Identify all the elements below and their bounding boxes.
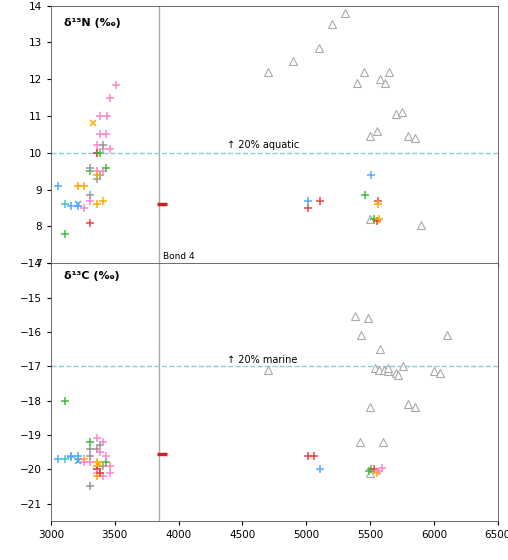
Text: Bond 4: Bond 4: [163, 253, 195, 262]
Text: δ¹³C (‰): δ¹³C (‰): [64, 271, 120, 281]
Text: δ¹⁵N (‰): δ¹⁵N (‰): [64, 18, 121, 29]
Text: ↑ 20% aquatic: ↑ 20% aquatic: [227, 140, 299, 150]
Text: ↑ 20% marine: ↑ 20% marine: [227, 354, 298, 365]
